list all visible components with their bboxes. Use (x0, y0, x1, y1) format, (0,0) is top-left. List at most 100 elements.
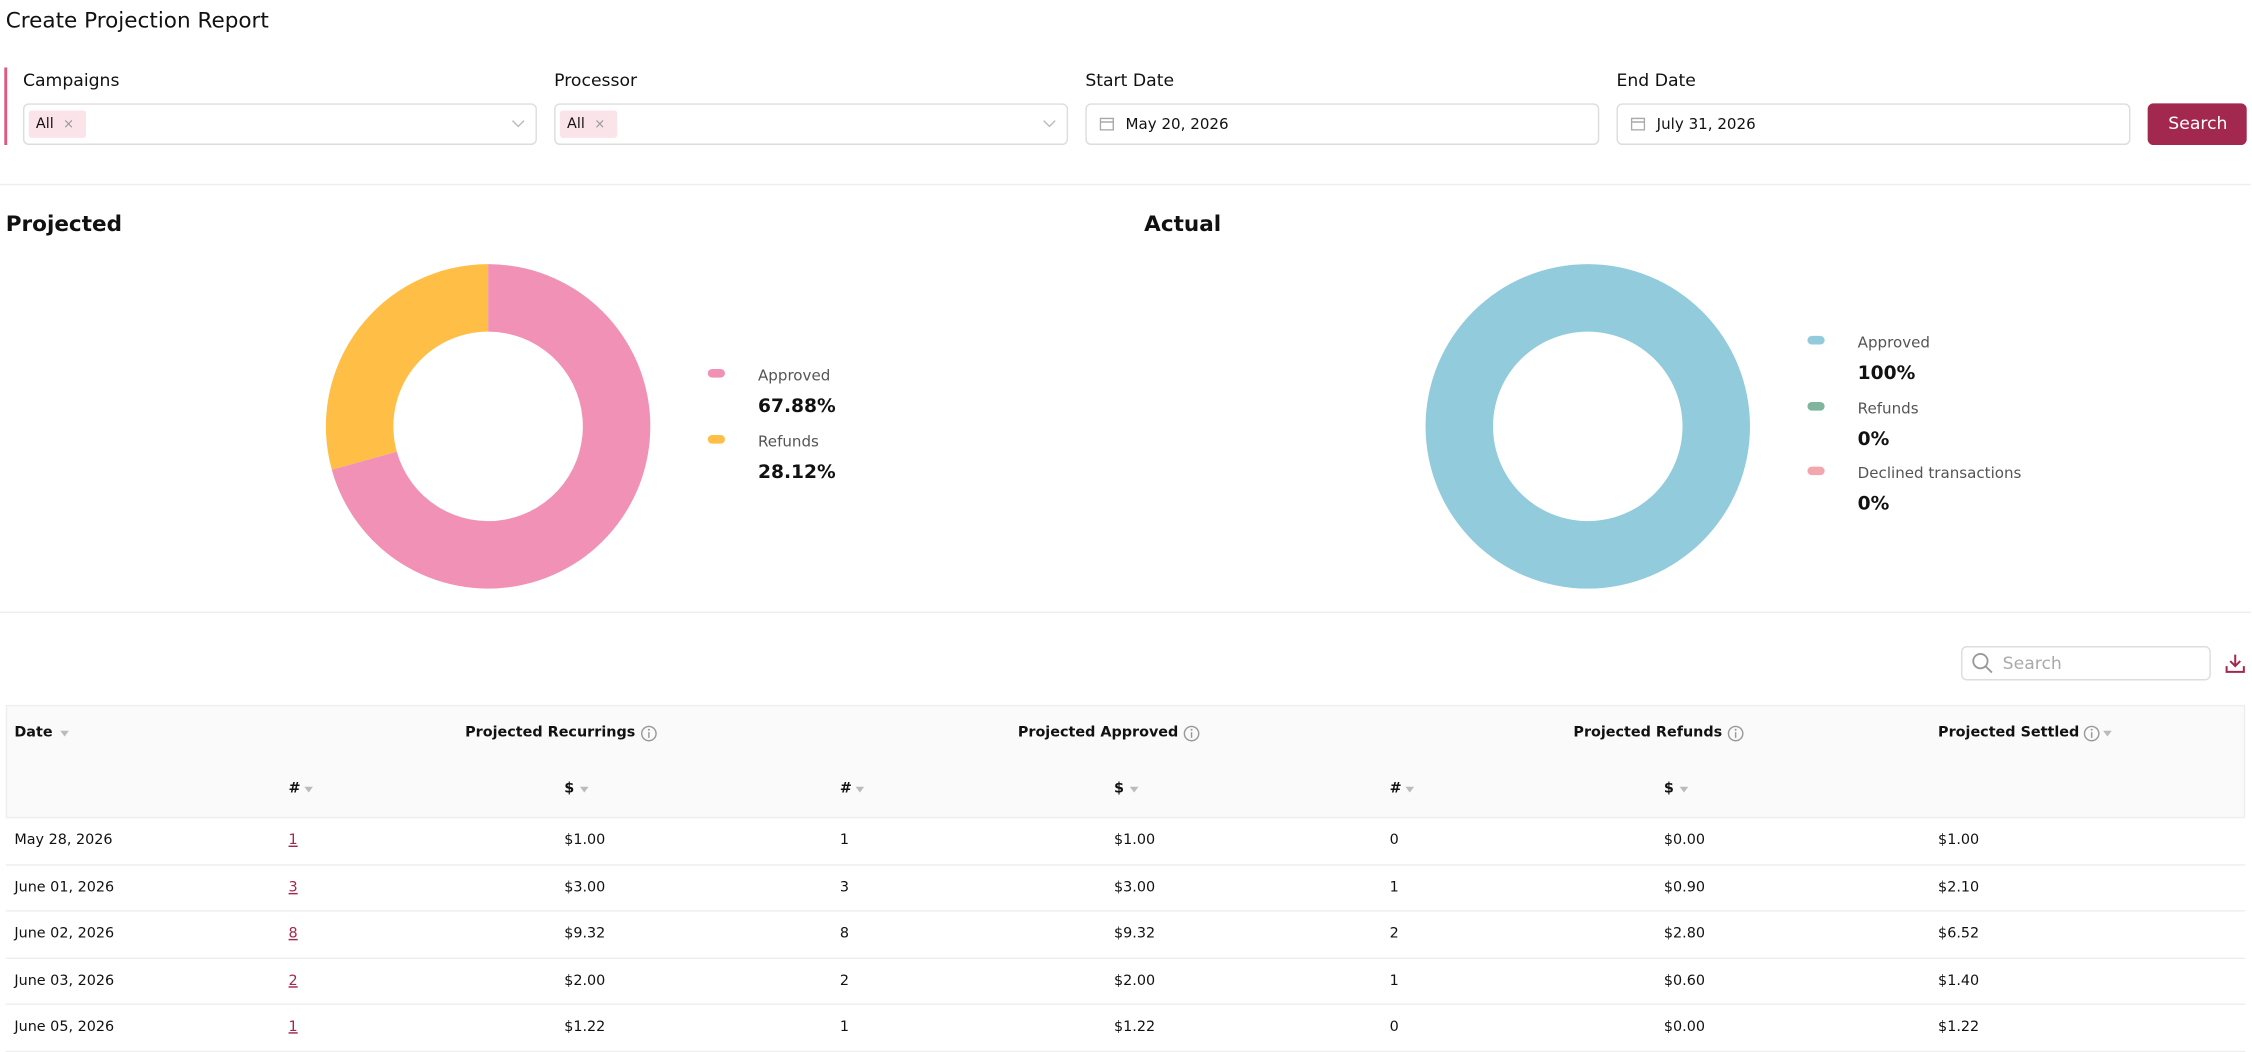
dropdown-arrow (1043, 120, 1056, 128)
table-row (5, 912, 2246, 959)
donut-segment (1425, 264, 1750, 589)
calendar-icon (1630, 117, 1646, 131)
table-cell: $1.00 (564, 832, 606, 849)
table-cell: $3.00 (564, 879, 606, 896)
table-cell: $1.22 (564, 1019, 606, 1036)
subcolumn-header: # (839, 780, 852, 797)
table-cell: $2.00 (1114, 972, 1156, 989)
chart-title: Projected (5, 211, 123, 237)
search-button[interactable] (2147, 103, 2247, 145)
table-cell: 2 (839, 972, 849, 989)
filter-tag-text: All (35, 116, 54, 133)
filter-tag (28, 110, 87, 138)
filter-label: End Date (1616, 70, 1696, 91)
legend-label: Declined transactions (1857, 465, 2022, 483)
tag-remove: × (63, 117, 75, 133)
table-cell: $2.10 (1938, 879, 1980, 896)
donut-segment (325, 264, 489, 470)
filter-input[interactable] (554, 103, 1069, 145)
recurring-link[interactable]: 8 (288, 925, 298, 942)
donut-segment (331, 264, 651, 589)
sort-caret (59, 730, 69, 737)
search-button-text[interactable]: Search (2168, 113, 2228, 134)
table-cell: 1 (839, 1019, 849, 1036)
filter-label: Campaigns (22, 70, 120, 91)
sort-caret (855, 786, 865, 793)
legend-value: 0% (1857, 428, 1890, 451)
table-cell: $2.00 (564, 972, 606, 989)
table-cell: 3 (839, 879, 849, 896)
legend-swatch (1807, 335, 1825, 345)
recurring-link[interactable]: 2 (288, 972, 298, 989)
legend-value: 67.88% (757, 396, 836, 418)
info-icon (2084, 725, 2101, 742)
filter-input[interactable] (1085, 103, 1600, 145)
filter-tag (559, 110, 618, 138)
recurring-link[interactable]: 1 (288, 832, 298, 849)
column-header: Projected Approved (1017, 724, 1179, 741)
table-cell: 1 (1389, 972, 1399, 989)
table-cell: 0 (1389, 1019, 1399, 1036)
table-cell: $1.00 (1938, 832, 1980, 849)
table-row (5, 958, 2246, 1005)
sort-caret (1405, 786, 1415, 793)
page-title: Create Projection Report (5, 7, 269, 34)
legend-label: Approved (1857, 334, 1930, 352)
subcolumn-header: $ (1114, 780, 1125, 797)
filter-tag-text: All (567, 116, 585, 133)
table-search[interactable] (1961, 646, 2211, 681)
sort-caret (1679, 786, 1689, 793)
subcolumn-header: $ (564, 780, 575, 797)
table-cell: $3.00 (1114, 879, 1156, 896)
table-cell: June 01, 2026 (14, 879, 115, 896)
legend-label: Refunds (1857, 399, 1919, 418)
recurring-link[interactable]: 1 (288, 1019, 298, 1036)
column-header: Date (14, 724, 53, 741)
table-cell: June 05, 2026 (14, 1019, 115, 1036)
legend-value: 100% (1857, 363, 1916, 385)
legend-swatch (1807, 401, 1825, 410)
table-header (5, 704, 2246, 819)
table-cell: 1 (1389, 879, 1399, 896)
legend-label: Approved (757, 367, 831, 385)
calendar-icon (1099, 117, 1115, 131)
legend-label: Refunds (757, 432, 819, 451)
legend-value: 28.12% (757, 461, 836, 484)
download-icon[interactable] (2225, 653, 2245, 673)
table-cell: 8 (839, 925, 849, 942)
info-icon (1183, 725, 1200, 742)
table-row (5, 818, 2246, 865)
table-cell: $1.00 (1114, 832, 1156, 849)
chart-title: Actual (1144, 211, 1222, 237)
dropdown-arrow (512, 120, 525, 128)
table-cell: 1 (839, 832, 849, 849)
filter-input[interactable] (1616, 103, 2131, 145)
table-cell: June 02, 2026 (14, 925, 115, 942)
column-header: Projected Settled (1938, 724, 2080, 741)
info-icon (1727, 725, 1744, 742)
donut-chart (325, 264, 651, 589)
filter-label: Start Date (1085, 70, 1175, 91)
table-cell: $9.32 (564, 925, 606, 942)
table-cell: $0.00 (1663, 1019, 1705, 1036)
recurring-link[interactable]: 3 (288, 879, 298, 896)
table-cell: $1.22 (1114, 1019, 1156, 1036)
table-cell: $6.52 (1938, 925, 1980, 942)
sort-caret (2103, 730, 2113, 737)
table-cell: $0.60 (1663, 972, 1705, 989)
table-row (5, 865, 2246, 912)
legend-value: 0% (1857, 493, 1890, 516)
tag-remove: × (594, 117, 606, 133)
subcolumn-header: # (288, 780, 301, 797)
filter-input[interactable] (22, 103, 537, 145)
table-cell: $9.32 (1114, 925, 1156, 942)
table-cell: $1.22 (1938, 1019, 1980, 1036)
filter-accent (4, 67, 8, 145)
table-cell: June 03, 2026 (14, 972, 115, 989)
subcolumn-header: $ (1663, 780, 1674, 797)
column-header: Projected Recurrings (465, 724, 636, 741)
filter-date: July 31, 2026 (1656, 116, 1756, 134)
table-cell: 2 (1389, 925, 1399, 942)
table-cell: $0.00 (1663, 832, 1705, 849)
